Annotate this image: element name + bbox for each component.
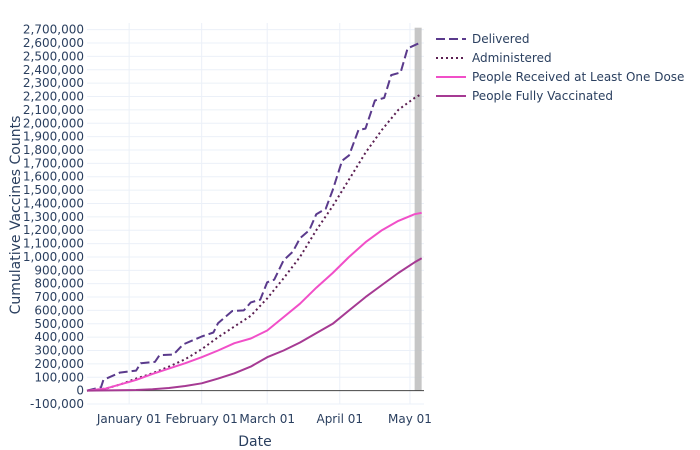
x-axis-title: Date (238, 434, 271, 450)
y-tick-label: 2,100,000 (23, 103, 84, 117)
x-tick-label: April 01 (316, 412, 363, 426)
y-tick-label: 500,000 (34, 317, 84, 331)
y-tick-label: 1,700,000 (23, 156, 84, 170)
legend-label: People Fully Vaccinated (472, 89, 613, 103)
y-tick-label: 0 (76, 384, 84, 398)
y-tick-label: 2,500,000 (23, 49, 84, 63)
y-tick-label: 700,000 (34, 290, 84, 304)
y-tick-label: 2,000,000 (23, 116, 84, 130)
y-axis-title: Cumulative Vaccines Counts (8, 116, 24, 315)
series-line-people-fully-vaccinated (86, 257, 423, 392)
x-tick-label: February 01 (166, 412, 238, 426)
y-tick-label: 1,200,000 (23, 223, 84, 237)
y-tick-label: 1,000,000 (23, 250, 84, 264)
y-tick-label: 2,600,000 (23, 36, 84, 50)
y-tick-label: 800,000 (34, 277, 84, 291)
y-tick-label: 900,000 (34, 263, 84, 277)
series-line-people-received-at-least-one-dose (86, 211, 422, 392)
y-tick-label: 200,000 (34, 357, 84, 371)
y-tick-label: 1,100,000 (23, 237, 84, 251)
y-tick-label: 2,700,000 (23, 23, 84, 37)
x-tick-labels: January 01 February 01 March 01 April 01 May… (96, 412, 432, 426)
legend-label: Delivered (472, 32, 529, 46)
y-tick-label: 600,000 (34, 303, 84, 317)
y-tick-label: 1,400,000 (23, 196, 84, 210)
legend[interactable]: Delivered Administered People Received at … (436, 32, 684, 103)
legend-label: People Received at Least One Dose (472, 70, 684, 84)
y-tick-label: 100,000 (34, 370, 84, 384)
y-gridlines (87, 29, 424, 405)
y-tick-label: 2,200,000 (23, 90, 84, 104)
legend-label: Administered (472, 51, 552, 65)
series-line-administered (86, 93, 423, 392)
y-tick-label: 1,500,000 (23, 183, 84, 197)
series-line-delivered (86, 42, 420, 392)
x-tick-label: March 01 (239, 412, 295, 426)
y-tick-label: 2,400,000 (23, 63, 84, 77)
y-tick-label: -100,000 (30, 397, 84, 411)
y-tick-label: 1,300,000 (23, 210, 84, 224)
y-tick-label: 300,000 (34, 344, 84, 358)
shaded-region-rect (414, 27, 422, 391)
y-tick-label: 400,000 (34, 330, 84, 344)
y-tick-label: 1,800,000 (23, 143, 84, 157)
y-tick-label: 1,600,000 (23, 170, 84, 184)
shaded-region (414, 27, 422, 391)
series-lines (86, 42, 423, 392)
y-tick-label: 2,300,000 (23, 76, 84, 90)
x-gridlines (128, 23, 411, 404)
x-tick-label: January 01 (96, 412, 162, 426)
y-tick-labels: -100,0000100,000200,000300,000400,000500… (23, 23, 84, 411)
x-tick-label: May 01 (388, 412, 432, 426)
y-tick-label: 1,900,000 (23, 130, 84, 144)
